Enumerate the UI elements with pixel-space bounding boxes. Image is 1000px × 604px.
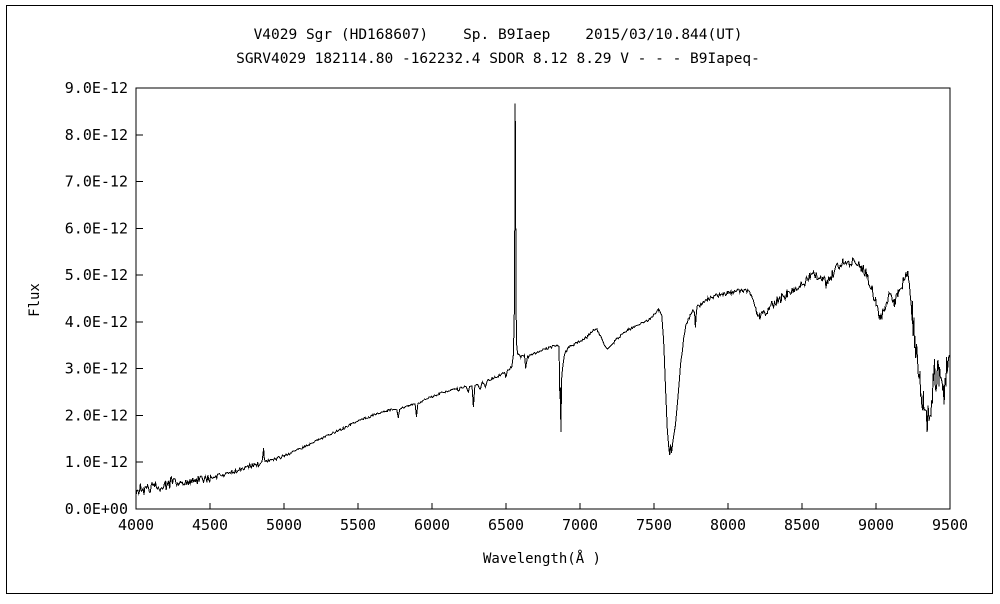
y-tick-label: 3.0E-12 xyxy=(65,360,128,378)
y-tick-label: 9.0E-12 xyxy=(65,79,128,97)
x-tick-label: 7500 xyxy=(636,516,672,534)
y-tick-label: 5.0E-12 xyxy=(65,266,128,284)
x-tick-label: 4000 xyxy=(118,516,154,534)
plot-frame xyxy=(135,87,951,510)
y-axis-tick-labels: 0.0E+00 1.0E-12 2.0E-12 3.0E-12 4.0E-12 5.0E-… xyxy=(65,79,128,518)
y-tick-label: 1.0E-12 xyxy=(65,453,128,471)
chart-title-line1: V4029 Sgr (HD168607) Sp. B9Iaep 2015/03/… xyxy=(254,27,743,43)
x-axis-label: Wavelength(Å ) xyxy=(483,550,601,567)
x-tick-label: 6500 xyxy=(488,516,524,534)
y-tick-label: 7.0E-12 xyxy=(65,173,128,191)
spectrum-line xyxy=(135,103,951,496)
x-axis-tick-labels: 4000 4500 5000 5500 6000 6500 7000 7500 8000 8500… xyxy=(118,516,968,534)
figure-border xyxy=(6,5,993,594)
x-tick-label: 7000 xyxy=(562,516,598,534)
y-tick-label: 4.0E-12 xyxy=(65,313,128,331)
x-tick-label: 4500 xyxy=(192,516,228,534)
y-tick-label: 2.0E-12 xyxy=(65,406,128,424)
y-tick-label: 8.0E-12 xyxy=(65,126,128,144)
x-tick-label: 9000 xyxy=(858,516,894,534)
y-tick-label: 0.0E+00 xyxy=(65,500,128,518)
x-axis-ticks xyxy=(135,503,951,509)
x-tick-label: 5500 xyxy=(340,516,376,534)
x-tick-label: 9500 xyxy=(932,516,968,534)
y-axis-ticks xyxy=(136,87,143,510)
x-tick-label: 5000 xyxy=(266,516,302,534)
x-tick-label: 8500 xyxy=(784,516,820,534)
y-axis-label: Flux xyxy=(27,283,43,317)
x-tick-label: 8000 xyxy=(710,516,746,534)
chart-title-line2: SGRV4029 182114.80 -162232.4 SDOR 8.12 8… xyxy=(236,51,760,67)
y-tick-label: 6.0E-12 xyxy=(65,219,128,237)
x-tick-label: 6000 xyxy=(414,516,450,534)
